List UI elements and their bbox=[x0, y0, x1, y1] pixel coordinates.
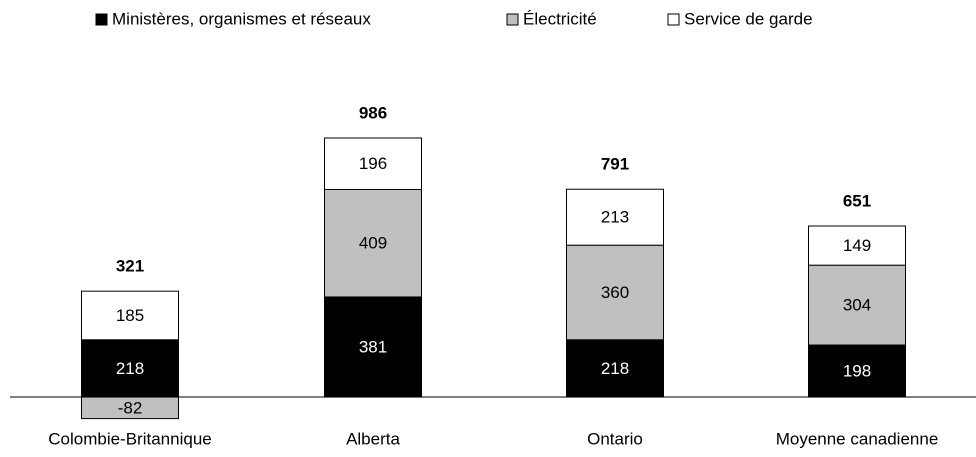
bar-segment bbox=[808, 344, 906, 398]
x-tick-label: Moyenne canadienne bbox=[776, 429, 939, 448]
value-label: 213 bbox=[601, 208, 629, 227]
value-label: 185 bbox=[116, 306, 144, 325]
value-label: 196 bbox=[359, 154, 387, 173]
bar-segment bbox=[324, 296, 422, 398]
total-label: 791 bbox=[601, 155, 629, 174]
x-tick-label: Ontario bbox=[587, 429, 643, 448]
x-tick-label: Alberta bbox=[346, 429, 400, 448]
value-label: 409 bbox=[359, 234, 387, 253]
value-label: 198 bbox=[843, 362, 871, 381]
legend-label: Service de garde bbox=[684, 9, 813, 28]
value-label: 360 bbox=[601, 283, 629, 302]
value-label: 149 bbox=[843, 236, 871, 255]
legend-swatch bbox=[667, 13, 680, 26]
legend-label: Ministères, organismes et réseaux bbox=[112, 9, 371, 28]
total-label: 986 bbox=[359, 103, 387, 122]
bar-segment bbox=[566, 244, 664, 341]
value-label: 381 bbox=[359, 337, 387, 356]
bar-segment bbox=[324, 137, 422, 190]
bar-segment bbox=[566, 339, 664, 398]
legend-label: Électricité bbox=[523, 9, 597, 28]
bar-segment bbox=[324, 188, 422, 298]
total-label: 651 bbox=[843, 192, 871, 211]
x-tick-label: Colombie-Britannique bbox=[48, 429, 211, 448]
legend-swatch bbox=[506, 13, 519, 26]
value-label: 218 bbox=[601, 359, 629, 378]
value-label: 304 bbox=[843, 296, 871, 315]
bar-segment bbox=[808, 225, 906, 266]
value-label: 218 bbox=[116, 359, 144, 378]
bar-segment bbox=[566, 188, 664, 246]
value-label: -82 bbox=[118, 398, 143, 417]
bar-segment bbox=[81, 396, 179, 420]
legend-swatch bbox=[95, 13, 108, 26]
bar-segment bbox=[81, 290, 179, 341]
total-label: 321 bbox=[116, 257, 144, 276]
